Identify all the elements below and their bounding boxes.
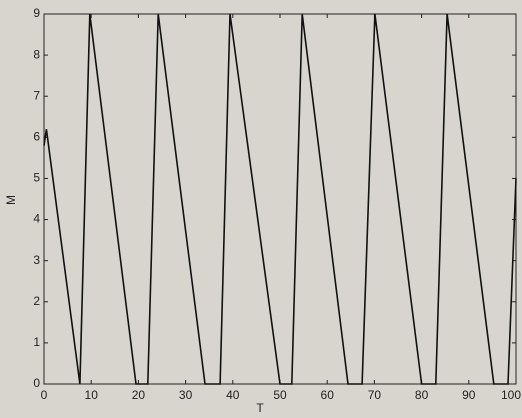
- x-tick-label: 40: [226, 388, 240, 402]
- x-tick-label: 80: [415, 388, 429, 402]
- y-tick-label: 7: [33, 88, 40, 102]
- y-axis-label: M: [4, 195, 18, 205]
- y-tick-label: 0: [33, 376, 40, 390]
- y-tick-label: 1: [33, 335, 40, 349]
- x-tick-label: 10: [85, 388, 99, 402]
- y-tick-label: 3: [33, 253, 40, 267]
- y-tick-label: 9: [33, 6, 40, 20]
- x-tick-label: 100: [501, 388, 521, 402]
- y-tick-label: 4: [33, 212, 40, 226]
- x-tick-label: 90: [462, 388, 476, 402]
- y-tick-label: 5: [33, 171, 40, 185]
- y-tick-label: 6: [33, 130, 40, 144]
- x-tick-label: 50: [273, 388, 287, 402]
- y-tick-label: 8: [33, 47, 40, 61]
- x-tick-label: 30: [179, 388, 193, 402]
- x-axis-label: T: [256, 401, 264, 415]
- data-line: [43, 13, 517, 385]
- x-tick-label: 0: [41, 388, 48, 402]
- x-tick-label: 60: [321, 388, 335, 402]
- x-tick-label: 20: [132, 388, 146, 402]
- x-tick-label: 70: [368, 388, 382, 402]
- y-tick-label: 2: [33, 294, 40, 308]
